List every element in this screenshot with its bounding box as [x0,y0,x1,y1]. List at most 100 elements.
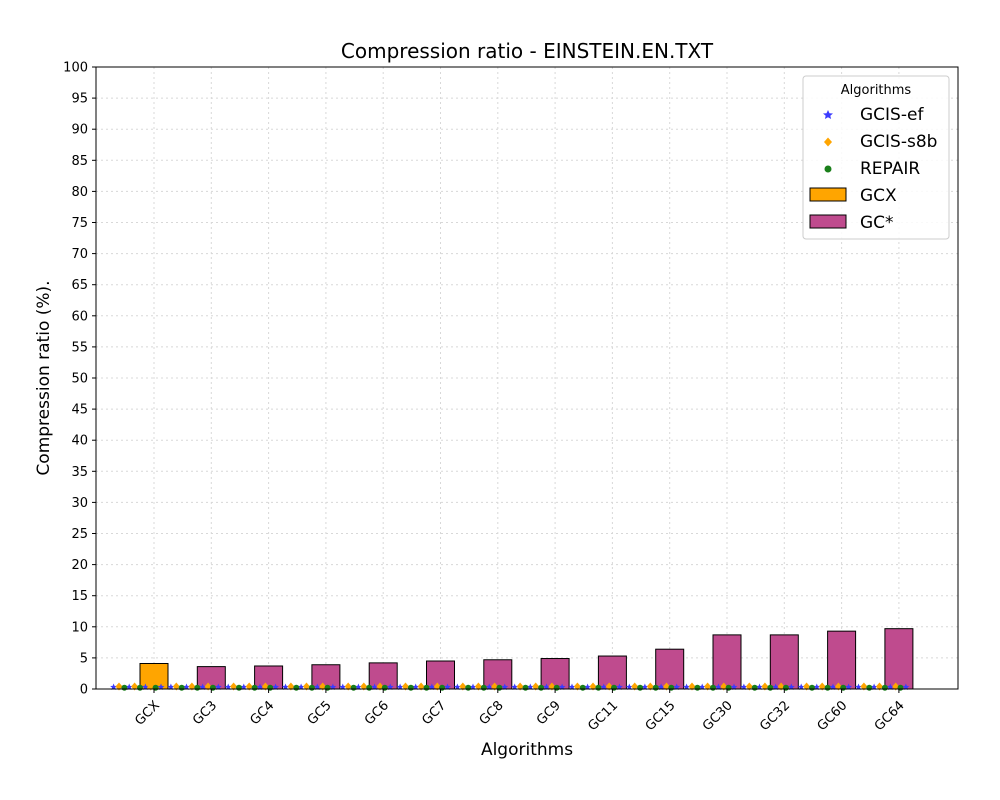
y-tick-label: 100 [63,61,88,76]
point-gcis-ef [224,683,232,691]
point-gcis-ef [199,683,207,691]
point-repair [710,684,716,691]
point-repair [236,684,242,691]
legend-marker-gcis-ef [823,110,833,119]
y-tick-label: 15 [71,589,88,604]
point-repair [209,684,216,691]
point-repair [465,684,472,691]
point-gcis-ef [615,683,623,691]
point-repair [251,684,258,691]
point-gcis-ef [813,683,821,691]
point-gcis-ef [214,683,222,691]
y-axis-label: Compression ratio (%). [34,280,54,475]
bars [139,628,914,690]
point-repair [538,684,545,691]
point-gcis-ef [141,683,149,691]
chart-title: Compression ratio - EINSTEIN.EN.TXT [341,39,714,63]
point-gcis-ef [625,683,633,691]
legend-title: Algorithms [841,83,912,98]
point-gcis-ef [282,683,289,691]
bar-gc [483,659,513,690]
bar-gc [311,664,341,690]
point-gcis-ef [657,683,665,691]
y-tick-label: 45 [71,403,88,418]
point-gcis-ef [787,683,795,691]
point-repair [350,684,357,691]
legend-label-gcis-ef: GCIS-ef [860,105,924,125]
point-repair [407,684,414,691]
point-gcis-ef [125,683,133,691]
point-repair [137,684,143,691]
point-gcis-ef [886,683,894,691]
bar-gcx [139,662,169,690]
point-gcis-ef [683,683,691,691]
point-gcis-ef [673,683,681,691]
point-gcis-ef [469,683,477,691]
point-repair [522,684,529,691]
y-tick-label: 40 [71,434,88,449]
point-gcis-ef [157,683,165,691]
point-gcis-ef [730,683,738,691]
point-gcis-ef [412,683,420,691]
point-gcis-ef [855,683,862,691]
y-tick-label: 30 [71,496,88,511]
point-repair [366,684,373,691]
legend-swatch-gcx [809,187,847,202]
point-gcis-ef [845,683,853,691]
point-repair [595,684,602,691]
point-repair [824,684,831,691]
point-gcis-ef [256,683,264,691]
point-repair [881,684,888,691]
bar-gc [884,628,914,690]
x-axis-label: Algorithms [481,740,573,760]
y-tick-label: 65 [71,278,88,293]
point-repair [579,684,586,691]
point-gcis-ef [485,683,493,691]
point-gcis-ef [558,683,566,691]
y-tick-label: 35 [71,465,88,480]
point-repair [751,684,758,691]
y-tick-label: 60 [71,309,88,324]
point-gcis-ef [329,683,337,691]
y-tick-label: 5 [80,651,88,666]
point-gcis-ef [829,683,837,691]
point-repair [178,684,185,691]
point-gcis-ef [110,683,118,691]
point-gcis-ef [313,683,321,691]
point-gcis-ef [167,683,175,691]
point-repair [293,684,300,691]
bar-gc [540,658,570,690]
bar-gc [827,630,857,690]
legend-swatch-gc-star [809,214,847,229]
point-repair [767,684,774,691]
y-tick-label: 20 [71,558,88,573]
point-repair [866,684,873,691]
bar-gc [655,648,685,690]
point-gcis-ef [428,683,436,691]
point-gcis-ef [797,683,805,691]
y-tick-label: 10 [71,620,88,635]
y-tick-label: 95 [71,92,88,107]
point-gcis-ef [297,683,305,691]
point-repair [809,684,815,691]
point-gcis-ef [371,683,379,691]
y-tick-label: 55 [71,340,88,355]
legend-label-gcis-s8b: GCIS-s8b [860,132,937,152]
point-gcis-ef [698,683,706,691]
legend: Algorithms GCIS-ef GCIS-s8b REPAIR GCX G… [802,75,950,240]
legend-marker-repair [824,165,832,173]
point-repair [381,684,388,691]
point-gcis-ef [526,683,534,691]
point-repair [308,684,315,691]
point-repair [637,684,644,691]
legend-label-gcx: GCX [860,186,897,206]
point-gcis-ef [543,683,550,691]
point-repair [194,684,201,691]
y-axis-ticks: 0 5 10 15 20 25 30 35 40 45 50 55 60 65 70 75 80 85 90 95 10… [63,61,96,698]
point-repair [652,684,659,691]
point-gcis-ef [272,683,280,691]
point-repair [423,684,430,691]
legend-label-repair: REPAIR [860,159,920,179]
bar-gc [712,634,742,690]
